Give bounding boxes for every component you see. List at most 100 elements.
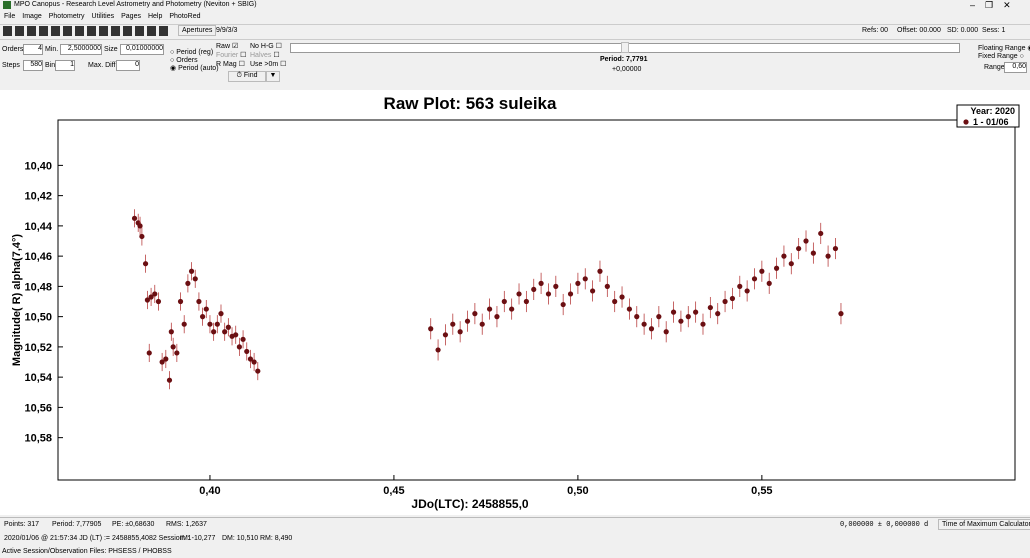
x-tick-label: 0,45 <box>383 485 404 497</box>
label: Floating Range <box>978 45 1026 52</box>
check[interactable]: Use >0m <box>250 61 279 68</box>
label: Find <box>243 72 258 79</box>
menu-item[interactable]: Pages <box>121 13 141 20</box>
data-point <box>155 298 162 305</box>
check[interactable]: Fourier <box>216 52 239 59</box>
data-point <box>170 344 176 350</box>
data-point <box>247 356 254 362</box>
dropdown[interactable]: ▼ <box>266 71 280 82</box>
y-tick-label: 10,50 <box>24 312 52 324</box>
radio[interactable]: Period (reg) <box>176 49 214 56</box>
y-tick-label: 10,46 <box>24 251 52 263</box>
data-point <box>174 350 180 356</box>
input[interactable]: 0,01000000 <box>120 44 164 55</box>
check[interactable]: No H-G <box>250 43 274 50</box>
check[interactable]: Halves <box>250 52 272 59</box>
fixed-range[interactable]: Fixed Range ○ <box>978 53 1024 60</box>
data-point <box>188 268 195 274</box>
menu-item[interactable]: Image <box>22 13 42 20</box>
menu-item[interactable]: PhotoRed <box>169 13 201 20</box>
input[interactable]: 1 <box>55 60 75 71</box>
data-point <box>575 280 581 286</box>
data-point <box>744 288 750 294</box>
data-point <box>199 314 206 320</box>
y-tick-label: 10,44 <box>24 221 52 233</box>
input[interactable]: 4 <box>23 44 43 55</box>
data-point <box>218 311 224 317</box>
data-point <box>641 321 647 327</box>
data-point <box>196 298 202 305</box>
input[interactable]: 0 <box>116 60 140 71</box>
data-point <box>142 261 149 267</box>
data-point <box>810 250 816 256</box>
input[interactable]: 0,60 <box>1004 62 1027 73</box>
radio[interactable]: Period (auto) <box>178 65 219 72</box>
data-point <box>781 253 787 259</box>
data-point <box>472 311 478 317</box>
data-point <box>612 298 618 305</box>
data-point <box>538 280 544 286</box>
data-point <box>163 356 169 362</box>
data-point <box>560 301 566 308</box>
data-point <box>509 306 515 312</box>
data-point <box>597 268 603 274</box>
x-axis-label: JDo(LTC): 2458855,0 <box>411 497 528 511</box>
floating-range[interactable]: Floating Range ◉ <box>978 44 1030 52</box>
menu-item[interactable]: Photometry <box>48 13 85 20</box>
data-point <box>722 298 728 305</box>
data-point <box>803 238 809 244</box>
window-controls[interactable]: – ❐ ✕ <box>970 0 1011 10</box>
y-tick-label: 10,58 <box>24 433 52 445</box>
label: Min. <box>45 46 59 53</box>
window-title: MPO Canopus - Research Level Astrometry … <box>14 1 257 8</box>
slider-thumb[interactable] <box>621 42 629 53</box>
toolbar-buttons[interactable] <box>3 26 171 36</box>
legend-box <box>956 104 1020 128</box>
data-point <box>457 329 463 335</box>
data-point <box>166 377 173 383</box>
data-point <box>442 332 449 338</box>
radio[interactable]: Orders <box>176 57 198 64</box>
status: Points: 317 <box>4 521 40 528</box>
data-point <box>766 280 772 286</box>
data-point <box>582 276 588 282</box>
find-button[interactable]: ⏱ Find <box>228 71 266 82</box>
data-point <box>240 336 246 342</box>
data-point <box>729 295 736 302</box>
input[interactable]: 580 <box>23 60 43 71</box>
data-point <box>707 304 713 311</box>
data-point <box>656 314 662 320</box>
status: RMS: 1,2637 <box>166 521 207 528</box>
data-point <box>648 326 655 332</box>
y-tick-label: 10,42 <box>24 191 52 203</box>
check[interactable]: R Mag <box>216 61 237 68</box>
data-point <box>139 233 145 240</box>
data-point <box>251 359 257 365</box>
data-point <box>678 318 684 324</box>
checks[interactable]: No H-G ☐ Halves ☐ Use >0m ☐ <box>250 43 287 68</box>
checks[interactable]: Raw ☑ Fourier ☐ R Mag ☐ <box>216 43 247 68</box>
apertures-button[interactable]: Apertures <box>178 25 217 36</box>
menu-item[interactable]: Utilities <box>91 13 115 20</box>
tmax-button[interactable]: Time of Maximum Calculator <box>938 519 1030 530</box>
offset: Offset: 00.000 <box>897 27 941 34</box>
label: Bin <box>45 62 56 69</box>
menu-item[interactable]: File <box>4 13 16 20</box>
status: Active Session/Observation Files: PHSESS… <box>2 548 172 555</box>
data-point <box>773 265 780 271</box>
status: 2020/01/06 @ 21:57:34 JD (LT) := 2458855… <box>4 535 192 542</box>
data-point <box>590 288 596 294</box>
data-point <box>634 314 640 320</box>
aperture-sizes: 9/9/3/3 <box>216 27 238 34</box>
y-axis-label: Magnitude( R) alpha(7,4°) <box>11 234 23 366</box>
menu-item[interactable]: Help <box>147 13 163 20</box>
radio-group[interactable]: ○ Period (reg) ○ Orders ◉ Period (auto) <box>170 49 219 72</box>
status: DM: 10,510 <box>222 535 259 542</box>
data-point <box>146 350 152 356</box>
legend-marker <box>963 119 969 125</box>
input[interactable]: 2,5000000 <box>60 44 102 55</box>
data-point <box>233 332 239 338</box>
check[interactable]: Raw <box>216 43 231 50</box>
data-point <box>567 291 574 297</box>
